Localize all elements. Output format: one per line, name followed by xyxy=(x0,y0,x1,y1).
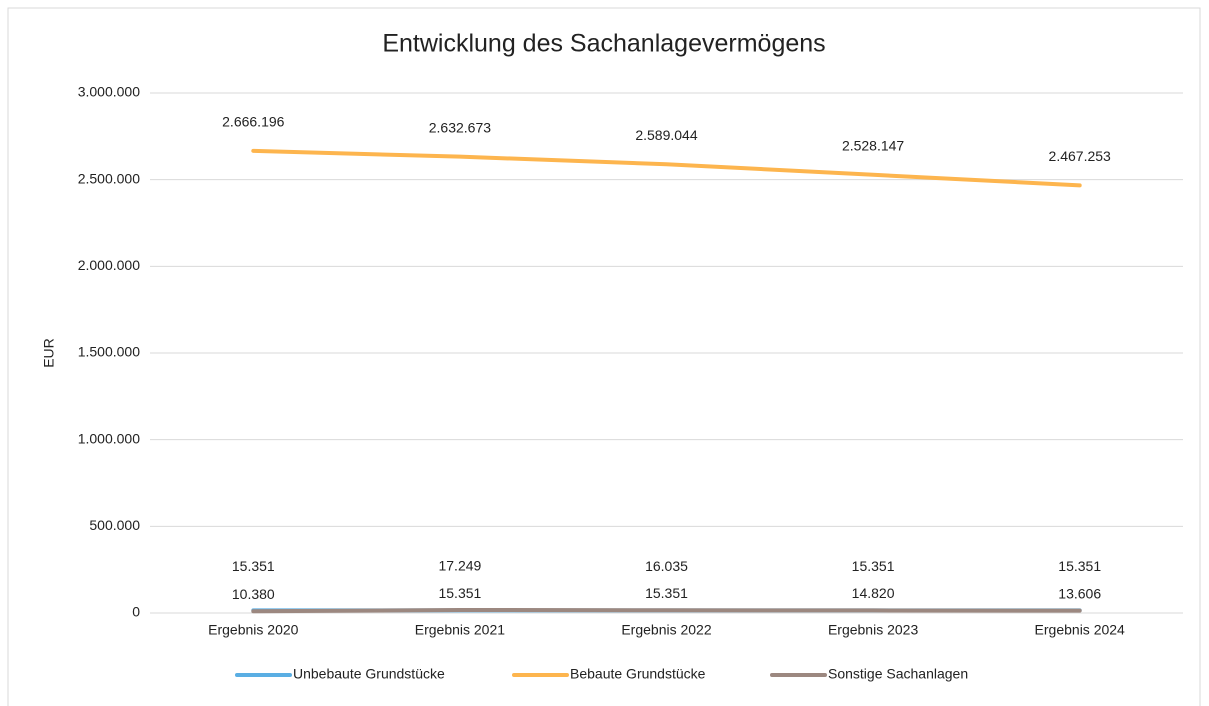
x-tick-label: Ergebnis 2023 xyxy=(828,622,919,638)
data-label: 2.589.044 xyxy=(635,127,697,143)
y-tick-label: 0 xyxy=(132,604,140,620)
y-tick-label: 2.500.000 xyxy=(78,170,140,186)
y-tick-label: 3.000.000 xyxy=(78,84,140,100)
y-axis-label: EUR xyxy=(41,338,57,368)
x-tick-label: Ergebnis 2024 xyxy=(1035,622,1126,638)
data-label: 15.351 xyxy=(1058,558,1101,574)
y-tick-label: 500.000 xyxy=(89,517,140,533)
y-tick-label: 1.000.000 xyxy=(78,430,140,446)
x-tick-label: Ergebnis 2021 xyxy=(415,622,506,638)
chart-border xyxy=(7,7,1201,706)
data-label: 2.666.196 xyxy=(222,114,284,130)
data-label: 14.820 xyxy=(852,585,895,601)
y-tick-label: 1.500.000 xyxy=(78,344,140,360)
data-label: 15.351 xyxy=(438,585,481,601)
data-label: 15.351 xyxy=(232,558,275,574)
data-label: 16.035 xyxy=(645,558,688,574)
data-label: 2.632.673 xyxy=(429,119,491,135)
data-label: 17.249 xyxy=(438,558,481,574)
y-tick-label: 2.000.000 xyxy=(78,257,140,273)
data-label: 15.351 xyxy=(645,585,688,601)
data-label: 10.380 xyxy=(232,586,275,602)
legend-label: Bebaute Grundstücke xyxy=(570,666,706,682)
chart-title: Entwicklung des Sachanlagevermögens xyxy=(382,30,825,58)
x-tick-label: Ergebnis 2020 xyxy=(208,622,299,638)
legend-label: Sonstige Sachanlagen xyxy=(828,666,968,682)
x-tick-label: Ergebnis 2022 xyxy=(621,622,712,638)
legend-label: Unbebaute Grundstücke xyxy=(293,666,445,682)
data-label: 2.467.253 xyxy=(1049,148,1111,164)
series-line xyxy=(251,148,1082,188)
data-label: 13.606 xyxy=(1058,585,1101,601)
data-label: 2.528.147 xyxy=(842,137,904,153)
data-label: 15.351 xyxy=(852,558,895,574)
series-line xyxy=(251,608,1082,614)
